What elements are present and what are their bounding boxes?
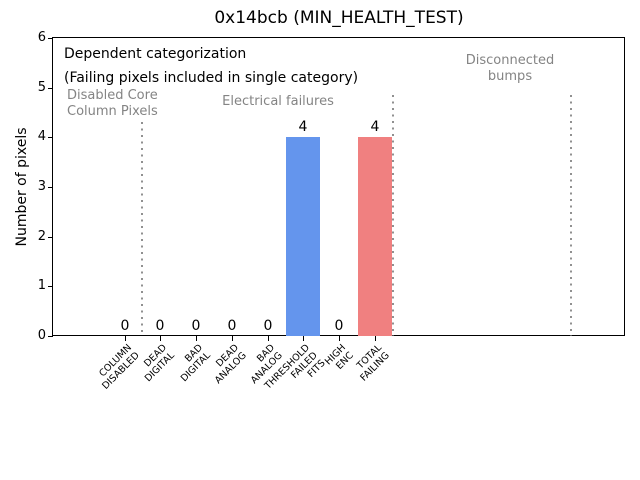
- y-tick-label: 0: [37, 328, 46, 343]
- x-tick-mark: [125, 336, 126, 341]
- x-tick-mark: [232, 336, 233, 341]
- annotation-section-electrical-failures: Electrical failures: [222, 94, 334, 109]
- annotation-section-disconnected-bumps: Disconnected bumps: [465, 53, 555, 84]
- y-tick-mark: [48, 286, 53, 287]
- bar-value-label: 0: [263, 318, 273, 334]
- annotation-dependent-categorization-note: Dependent categorization: [64, 46, 247, 62]
- y-tick-label: 2: [37, 229, 46, 244]
- bar-value-label: 4: [298, 119, 308, 135]
- y-tick-label: 1: [37, 278, 46, 293]
- y-tick-mark: [48, 187, 53, 188]
- bar-value-label: 0: [227, 318, 237, 334]
- y-tick-label: 6: [37, 30, 46, 45]
- y-tick-mark: [48, 137, 53, 138]
- bar: [358, 137, 392, 336]
- section-separator-line: [141, 122, 143, 336]
- bar: [286, 137, 320, 336]
- bar-value-label: 4: [370, 119, 380, 135]
- bar-value-label: 0: [191, 318, 201, 334]
- y-tick-label: 4: [37, 129, 46, 144]
- section-separator-line: [392, 95, 394, 336]
- y-tick-label: 3: [37, 179, 46, 194]
- annotation-failing-pixels-note: (Failing pixels included in single categ…: [64, 70, 359, 86]
- chart-title: 0x14bcb (MIN_HEALTH_TEST): [214, 8, 464, 28]
- bar-value-label: 0: [334, 318, 344, 334]
- x-tick-mark: [375, 336, 376, 341]
- y-tick-mark: [48, 38, 53, 39]
- y-tick-mark: [48, 336, 53, 337]
- x-tick-mark: [339, 336, 340, 341]
- x-tick-mark: [160, 336, 161, 341]
- y-tick-label: 5: [37, 80, 46, 95]
- x-tick-mark: [303, 336, 304, 341]
- annotation-section-disabled-core: Disabled Core Column Pixels: [67, 88, 158, 119]
- bar-value-label: 0: [155, 318, 165, 334]
- x-tick-mark: [196, 336, 197, 341]
- y-tick-mark: [48, 237, 53, 238]
- section-separator-line: [570, 95, 572, 336]
- plot-area: [52, 37, 625, 336]
- x-tick-mark: [268, 336, 269, 341]
- bar-value-label: 0: [120, 318, 130, 334]
- y-tick-mark: [48, 88, 53, 89]
